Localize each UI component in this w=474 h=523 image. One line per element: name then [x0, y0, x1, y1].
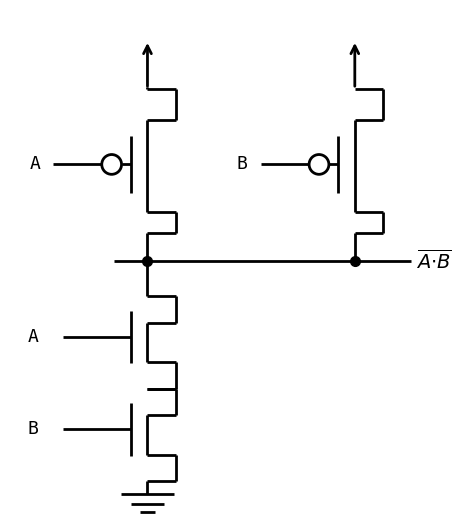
Text: B: B [28, 420, 39, 438]
Text: A: A [30, 155, 41, 174]
Text: B: B [237, 155, 248, 174]
Text: $\overline{A{\cdot}B}$: $\overline{A{\cdot}B}$ [416, 249, 452, 272]
Text: A: A [28, 328, 39, 346]
